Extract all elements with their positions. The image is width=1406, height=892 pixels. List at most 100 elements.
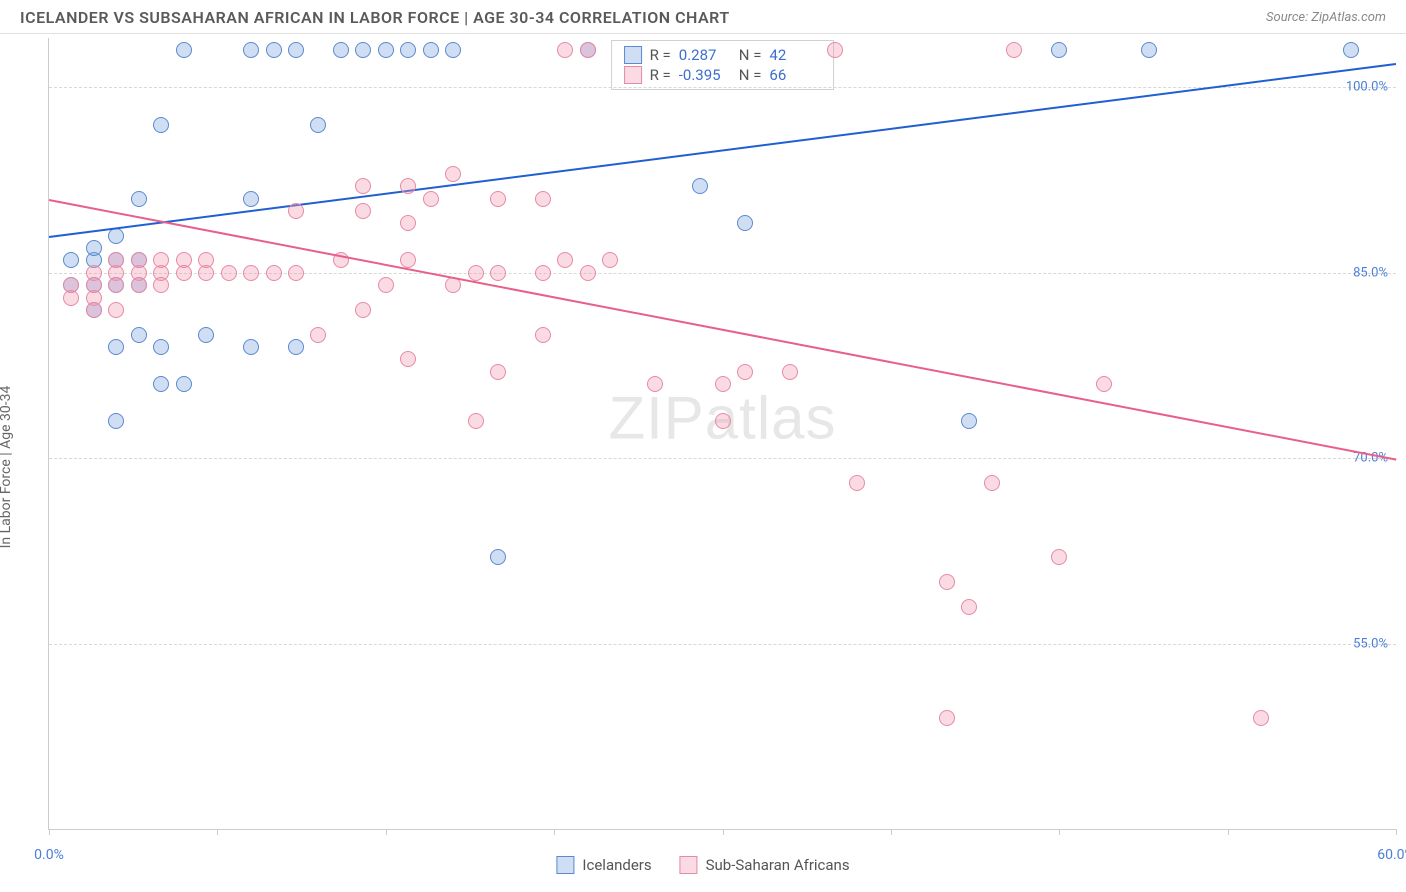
data-point: [176, 252, 192, 268]
data-point: [490, 191, 506, 207]
data-point: [288, 265, 304, 281]
data-point: [445, 42, 461, 58]
data-point: [849, 475, 865, 491]
data-point: [288, 203, 304, 219]
data-point: [153, 277, 169, 293]
x-tick: [1228, 829, 1229, 835]
data-point: [445, 166, 461, 182]
data-point: [153, 252, 169, 268]
data-point: [1141, 42, 1157, 58]
data-point: [198, 252, 214, 268]
data-point: [243, 191, 259, 207]
data-point: [400, 215, 416, 231]
data-point: [153, 117, 169, 133]
x-tick-label: 0.0%: [34, 847, 64, 863]
data-point: [423, 191, 439, 207]
data-point: [266, 265, 282, 281]
data-point: [86, 240, 102, 256]
data-point: [400, 178, 416, 194]
gridline: [49, 644, 1396, 645]
data-point: [490, 364, 506, 380]
data-point: [310, 117, 326, 133]
data-point: [782, 364, 798, 380]
data-point: [243, 339, 259, 355]
data-point: [423, 42, 439, 58]
data-point: [557, 42, 573, 58]
data-point: [400, 252, 416, 268]
x-tick: [891, 829, 892, 835]
data-point: [176, 376, 192, 392]
data-point: [153, 376, 169, 392]
x-tick: [1059, 829, 1060, 835]
data-point: [490, 549, 506, 565]
data-point: [131, 191, 147, 207]
y-tick-label: 100.0%: [1346, 80, 1388, 95]
data-point: [535, 327, 551, 343]
data-point: [153, 339, 169, 355]
data-point: [602, 252, 618, 268]
r-value: 0.287: [679, 46, 731, 64]
legend-swatch: [680, 856, 698, 874]
data-point: [647, 376, 663, 392]
legend-item: Icelanders: [556, 856, 651, 874]
source-label: Source: ZipAtlas.com: [1266, 10, 1386, 25]
data-point: [243, 265, 259, 281]
correlation-row: R =0.287N =42: [624, 45, 822, 65]
y-axis-label: In Labor Force | Age 30-34: [0, 386, 14, 549]
n-label: N =: [739, 46, 762, 64]
data-point: [221, 265, 237, 281]
data-point: [310, 327, 326, 343]
data-point: [86, 302, 102, 318]
x-tick: [386, 829, 387, 835]
chart-area: In Labor Force | Age 30-34 ZIPatlas R =0…: [0, 34, 1406, 884]
data-point: [243, 42, 259, 58]
data-point: [468, 265, 484, 281]
data-point: [176, 42, 192, 58]
data-point: [737, 364, 753, 380]
x-tick: [49, 829, 50, 835]
data-point: [108, 302, 124, 318]
data-point: [355, 42, 371, 58]
legend-swatch: [556, 856, 574, 874]
y-tick-label: 55.0%: [1353, 636, 1388, 651]
x-tick: [1396, 829, 1397, 835]
data-point: [63, 252, 79, 268]
data-point: [535, 265, 551, 281]
legend: Icelanders Sub-Saharan Africans: [556, 856, 849, 874]
data-point: [108, 252, 124, 268]
r-value: -0.395: [679, 66, 731, 84]
data-point: [1096, 376, 1112, 392]
data-point: [288, 42, 304, 58]
data-point: [1051, 549, 1067, 565]
data-point: [1343, 42, 1359, 58]
data-point: [715, 376, 731, 392]
chart-header: ICELANDER VS SUBSAHARAN AFRICAN IN LABOR…: [0, 0, 1406, 34]
data-point: [131, 277, 147, 293]
n-value: 42: [769, 46, 821, 64]
series-swatch: [624, 66, 642, 84]
data-point: [108, 228, 124, 244]
x-tick: [723, 829, 724, 835]
x-tick: [554, 829, 555, 835]
correlation-row: R =-0.395N =66: [624, 65, 822, 85]
legend-label: Sub-Saharan Africans: [706, 856, 850, 874]
n-label: N =: [739, 66, 762, 84]
data-point: [108, 413, 124, 429]
data-point: [288, 339, 304, 355]
data-point: [266, 42, 282, 58]
data-point: [557, 252, 573, 268]
x-tick-label: 60.0%: [1377, 847, 1406, 863]
data-point: [355, 203, 371, 219]
data-point: [378, 42, 394, 58]
data-point: [737, 215, 753, 231]
data-point: [490, 265, 506, 281]
data-point: [580, 265, 596, 281]
data-point: [108, 339, 124, 355]
data-point: [1253, 710, 1269, 726]
data-point: [63, 277, 79, 293]
data-point: [692, 178, 708, 194]
data-point: [961, 599, 977, 615]
plot-region: ZIPatlas R =0.287N =42R =-0.395N =66 55.…: [48, 38, 1396, 830]
data-point: [1051, 42, 1067, 58]
data-point: [468, 413, 484, 429]
